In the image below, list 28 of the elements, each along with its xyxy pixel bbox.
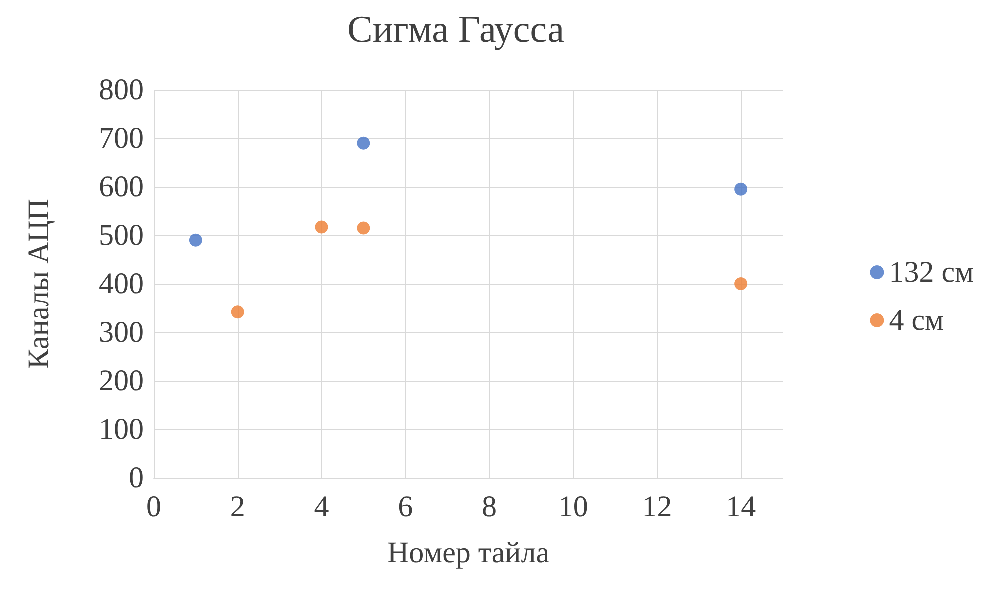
x-tick-label: 4 — [314, 490, 330, 524]
x-tick-label: 10 — [558, 490, 588, 524]
y-tick-label: 400 — [99, 268, 144, 300]
y-tick-label: 0 — [129, 462, 144, 494]
x-tick-label: 12 — [642, 490, 672, 524]
chart-title: Сигма Гаусса — [348, 9, 565, 51]
legend-label: 132 см — [889, 256, 974, 289]
x-tick-label: 2 — [230, 490, 246, 524]
y-tick-label: 200 — [99, 364, 144, 398]
point — [734, 182, 748, 196]
y-tick-label: 600 — [99, 170, 144, 204]
point — [189, 234, 202, 247]
x-tick-label: 6 — [398, 490, 414, 524]
y-tick-label: 300 — [99, 316, 144, 349]
y-tick-label: 500 — [99, 219, 144, 252]
x-axis-title: Номер тайла — [387, 536, 550, 570]
point — [357, 136, 370, 150]
point — [357, 222, 370, 235]
legend-label: 4 см — [889, 304, 944, 337]
point — [734, 278, 748, 290]
y-axis-title: Каналы АЦП — [22, 198, 56, 370]
point — [231, 306, 244, 319]
y-tick-label: 100 — [99, 413, 144, 446]
point — [315, 220, 328, 234]
x-tick-label: 14 — [726, 490, 756, 524]
x-tick-label: 8 — [482, 490, 497, 524]
y-tick-label: 800 — [99, 74, 144, 106]
y-tick-label: 700 — [99, 122, 144, 155]
